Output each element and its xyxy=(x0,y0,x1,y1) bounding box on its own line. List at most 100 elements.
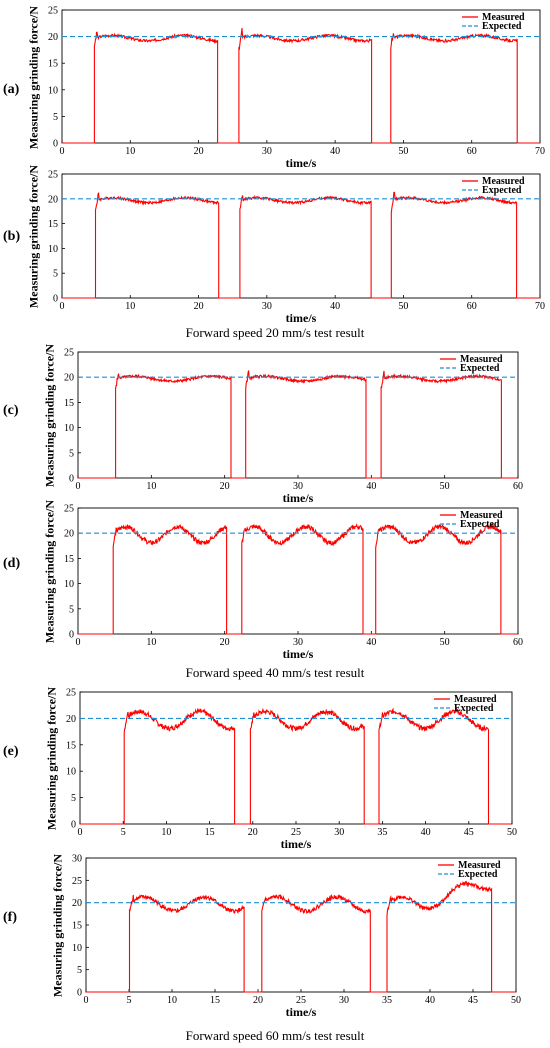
panel-label: (e) xyxy=(3,744,19,759)
y-tick-label: 0 xyxy=(53,294,58,305)
y-tick-label: 10 xyxy=(72,943,82,954)
x-tick-label: 60 xyxy=(467,301,477,312)
legend-measured-label: Measured xyxy=(460,510,503,521)
x-tick-label: 50 xyxy=(440,637,450,648)
x-axis-label: time/s xyxy=(286,311,317,325)
y-tick-label: 30 xyxy=(72,854,82,865)
panel-label: (b) xyxy=(3,229,21,244)
x-tick-label: 50 xyxy=(440,481,450,492)
x-tick-label: 25 xyxy=(296,995,306,1006)
x-tick-label: 30 xyxy=(293,637,303,648)
x-tick-label: 50 xyxy=(398,301,408,312)
x-tick-label: 50 xyxy=(507,827,517,838)
y-tick-label: 20 xyxy=(66,714,76,725)
y-tick-label: 25 xyxy=(72,876,82,887)
x-tick-label: 70 xyxy=(535,146,545,157)
x-tick-label: 40 xyxy=(421,827,431,838)
y-tick-label: 25 xyxy=(48,6,58,17)
chart-panel-a: (a) Measuring grinding force/N 0 10 20 30 40 50… xyxy=(0,2,550,171)
caption-40mm: Forward speed 40 mm/s test result xyxy=(185,665,365,680)
x-tick-label: 20 xyxy=(194,146,204,157)
x-axis-label: time/s xyxy=(286,156,317,170)
x-tick-label: 5 xyxy=(121,827,126,838)
x-tick-label: 10 xyxy=(125,301,135,312)
x-tick-label: 0 xyxy=(76,637,81,648)
chart-svg: 0 5 10 15 20 25 30 35 40 45 50 0 5 10 15 20 25 30 time/s Me… xyxy=(72,854,521,1020)
x-tick-label: 40 xyxy=(425,995,435,1006)
x-tick-label: 10 xyxy=(146,637,156,648)
caption-20mm: Forward speed 20 mm/s test result xyxy=(185,325,365,340)
plot-frame xyxy=(85,857,517,993)
chart-panel-f: (f) Measuring grinding force/N 0 5 10 15 20 25 3… xyxy=(0,850,550,1025)
y-tick-label: 15 xyxy=(66,740,76,751)
chart-panel-c: (c) Measuring grinding force/N 0 10 20 30 40 50… xyxy=(0,344,550,506)
series-measured-line xyxy=(78,370,518,479)
plot-frame xyxy=(77,351,519,479)
y-tick-label: 25 xyxy=(48,170,58,181)
x-tick-label: 40 xyxy=(366,481,376,492)
panel-label: (f) xyxy=(3,910,17,925)
x-tick-label: 0 xyxy=(60,146,65,157)
x-tick-label: 15 xyxy=(210,995,220,1006)
x-tick-label: 45 xyxy=(468,995,478,1006)
x-tick-label: 10 xyxy=(146,481,156,492)
caption-60mm: Forward speed 60 mm/s test result xyxy=(185,1028,365,1043)
y-tick-label: 0 xyxy=(71,820,76,831)
y-tick-label: 5 xyxy=(69,604,74,615)
x-tick-label: 0 xyxy=(78,827,83,838)
y-axis-label: Measuring grinding force/N xyxy=(42,343,57,488)
y-tick-label: 10 xyxy=(64,579,74,590)
y-tick-label: 10 xyxy=(64,423,74,434)
series-measured-line xyxy=(86,880,516,993)
legend-measured-label: Measured xyxy=(454,694,497,705)
y-tick-label: 15 xyxy=(72,921,82,932)
x-tick-label: 50 xyxy=(398,146,408,157)
y-tick-label: 5 xyxy=(71,793,76,804)
y-tick-label: 0 xyxy=(69,630,74,641)
x-tick-label: 25 xyxy=(291,827,301,838)
series-measured-line xyxy=(80,707,512,825)
panel-label: (a) xyxy=(3,82,20,97)
legend-measured-label: Measured xyxy=(460,354,503,365)
x-tick-label: 35 xyxy=(382,995,392,1006)
series-measured-line xyxy=(62,28,540,144)
legend-expected-label: Expected xyxy=(460,363,500,374)
y-tick-label: 10 xyxy=(48,244,58,255)
plot-frame xyxy=(79,691,513,825)
y-tick-label: 20 xyxy=(64,373,74,384)
legend-measured-label: Measured xyxy=(482,12,525,23)
x-tick-label: 30 xyxy=(293,481,303,492)
x-axis-label: time/s xyxy=(286,1005,317,1019)
series-measured-line xyxy=(62,191,540,299)
chart-svg: 0 10 20 30 40 50 60 0 5 10 15 20 25 time/s MeasuredExp… xyxy=(64,348,523,506)
x-tick-label: 0 xyxy=(60,301,65,312)
chart-panel-e: (e) Measuring grinding force/N 0 5 10 15 20 25 3… xyxy=(0,684,550,852)
x-tick-label: 20 xyxy=(220,637,230,648)
x-tick-label: 35 xyxy=(377,827,387,838)
y-tick-label: 10 xyxy=(48,85,58,96)
y-tick-label: 20 xyxy=(72,898,82,909)
series-measured-line xyxy=(78,522,518,635)
y-tick-label: 15 xyxy=(64,554,74,565)
y-axis-label: Measuring grinding force/N xyxy=(50,853,65,998)
x-tick-label: 30 xyxy=(334,827,344,838)
legend-expected-label: Expected xyxy=(454,703,494,714)
x-tick-label: 40 xyxy=(330,301,340,312)
x-tick-label: 10 xyxy=(125,146,135,157)
y-tick-label: 0 xyxy=(77,988,82,999)
y-tick-label: 15 xyxy=(48,219,58,230)
y-tick-label: 5 xyxy=(69,448,74,459)
y-tick-label: 25 xyxy=(64,348,74,359)
legend-expected-label: Expected xyxy=(458,869,498,880)
x-axis-label: time/s xyxy=(281,837,312,851)
y-tick-label: 0 xyxy=(53,139,58,150)
x-axis-label: time/s xyxy=(283,647,314,661)
chart-svg: 0 10 20 30 40 50 60 70 0 5 10 15 20 25 time/s MeasuredE… xyxy=(48,6,545,171)
y-tick-label: 25 xyxy=(66,688,76,699)
legend-measured-label: Measured xyxy=(482,176,525,187)
chart-svg: 0 5 10 15 20 25 30 35 40 45 500510152025time/sMeas… xyxy=(66,688,517,852)
